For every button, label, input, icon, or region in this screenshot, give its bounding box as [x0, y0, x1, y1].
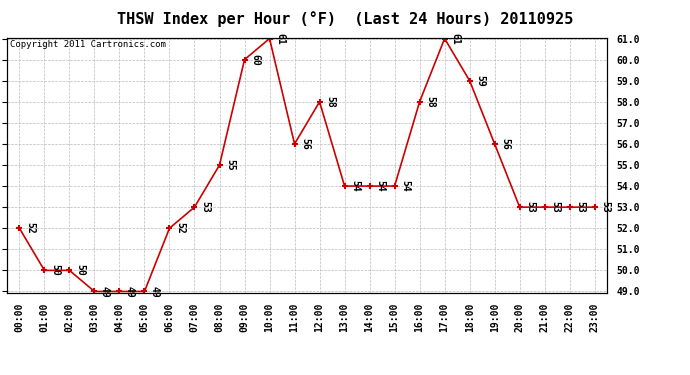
Text: 53: 53	[200, 201, 210, 213]
Text: 56: 56	[300, 138, 310, 150]
Text: 50: 50	[50, 264, 60, 276]
Text: 60: 60	[250, 54, 260, 66]
Text: 50: 50	[75, 264, 85, 276]
Text: 61: 61	[275, 33, 285, 44]
Text: 59: 59	[475, 75, 485, 87]
Text: 54: 54	[350, 180, 360, 192]
Text: 49: 49	[150, 286, 160, 297]
Text: 52: 52	[25, 222, 35, 234]
Text: 52: 52	[175, 222, 185, 234]
Text: Copyright 2011 Cartronics.com: Copyright 2011 Cartronics.com	[10, 40, 166, 49]
Text: 54: 54	[400, 180, 410, 192]
Text: 49: 49	[125, 286, 135, 297]
Text: 53: 53	[525, 201, 535, 213]
Text: 61: 61	[450, 33, 460, 44]
Text: 56: 56	[500, 138, 510, 150]
Text: 49: 49	[100, 286, 110, 297]
Text: 58: 58	[325, 96, 335, 108]
Text: 53: 53	[550, 201, 560, 213]
Text: 54: 54	[375, 180, 385, 192]
Text: 53: 53	[600, 201, 610, 213]
Text: 53: 53	[575, 201, 585, 213]
Text: 58: 58	[425, 96, 435, 108]
Text: 55: 55	[225, 159, 235, 171]
Text: THSW Index per Hour (°F)  (Last 24 Hours) 20110925: THSW Index per Hour (°F) (Last 24 Hours)…	[117, 11, 573, 27]
